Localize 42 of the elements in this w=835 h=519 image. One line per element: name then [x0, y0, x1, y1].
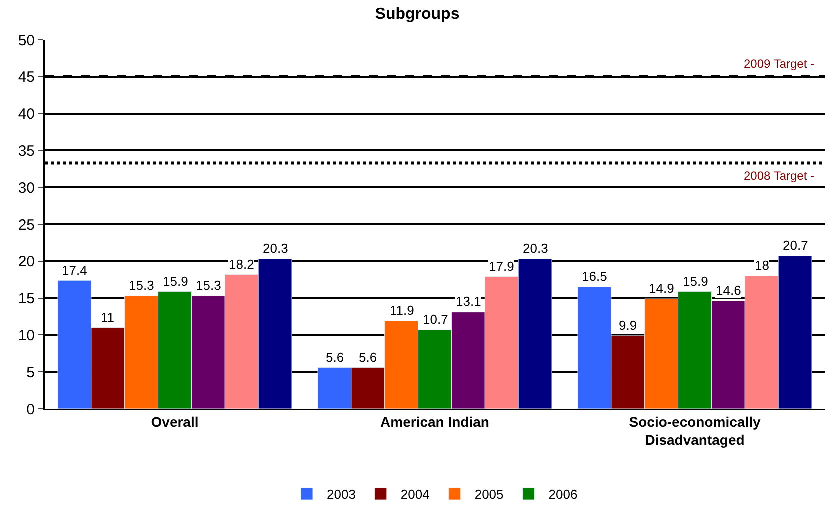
- data-label: 15.9: [683, 274, 708, 289]
- y-tick-label: 40: [18, 106, 35, 124]
- y-tick-label: 25: [18, 216, 35, 234]
- data-label: 15.9: [163, 274, 188, 289]
- y-tick-label: 10: [18, 327, 35, 344]
- x-tick-label: Socio-economically Disadvantaged: [629, 414, 761, 448]
- data-label: 9.9: [619, 318, 638, 333]
- data-label: 20.7: [783, 238, 808, 253]
- data-label: 10.7: [423, 312, 448, 327]
- data-label: 18: [755, 258, 770, 273]
- data-label: 20.3: [523, 241, 548, 256]
- ref-line-label: 2009 Target -: [744, 57, 814, 71]
- data-label: 14.9: [649, 281, 674, 296]
- legend-label: 2006: [548, 487, 578, 502]
- data-label: 18.2: [229, 257, 254, 272]
- y-tick-label: 0: [26, 401, 35, 418]
- y-tick-label: 5: [26, 364, 35, 382]
- x-tick-label: American Indian: [380, 414, 490, 430]
- y-tick-label: 15: [18, 290, 35, 308]
- data-label: 16.5: [582, 269, 608, 284]
- data-label: 14.6: [716, 283, 742, 298]
- legend-label: 2004: [400, 487, 430, 502]
- legend-label: 2005: [474, 487, 504, 502]
- data-label: 11.9: [390, 303, 414, 318]
- y-tick-label: 35: [18, 142, 35, 160]
- ref-line-label: 2008 Target -: [744, 169, 814, 183]
- y-tick-label: 50: [18, 32, 35, 50]
- y-tick-label: 30: [18, 180, 35, 197]
- data-label: 15.3: [196, 278, 222, 293]
- data-label: 5.6: [359, 350, 378, 365]
- data-label: 13.1: [456, 294, 482, 309]
- x-tick-label: Overall: [151, 414, 199, 430]
- y-tick-label: 45: [18, 69, 35, 86]
- data-label: 5.6: [326, 350, 344, 365]
- data-label: 15.3: [129, 278, 154, 293]
- data-label: 20.3: [263, 241, 288, 256]
- data-label: 11: [101, 310, 114, 325]
- data-label: 17.4: [62, 263, 88, 278]
- y-tick-label: 20: [18, 254, 35, 271]
- data-label: 17.9: [489, 259, 514, 274]
- legend-label: 2003: [327, 487, 356, 502]
- chart-title: Subgroups: [375, 6, 460, 23]
